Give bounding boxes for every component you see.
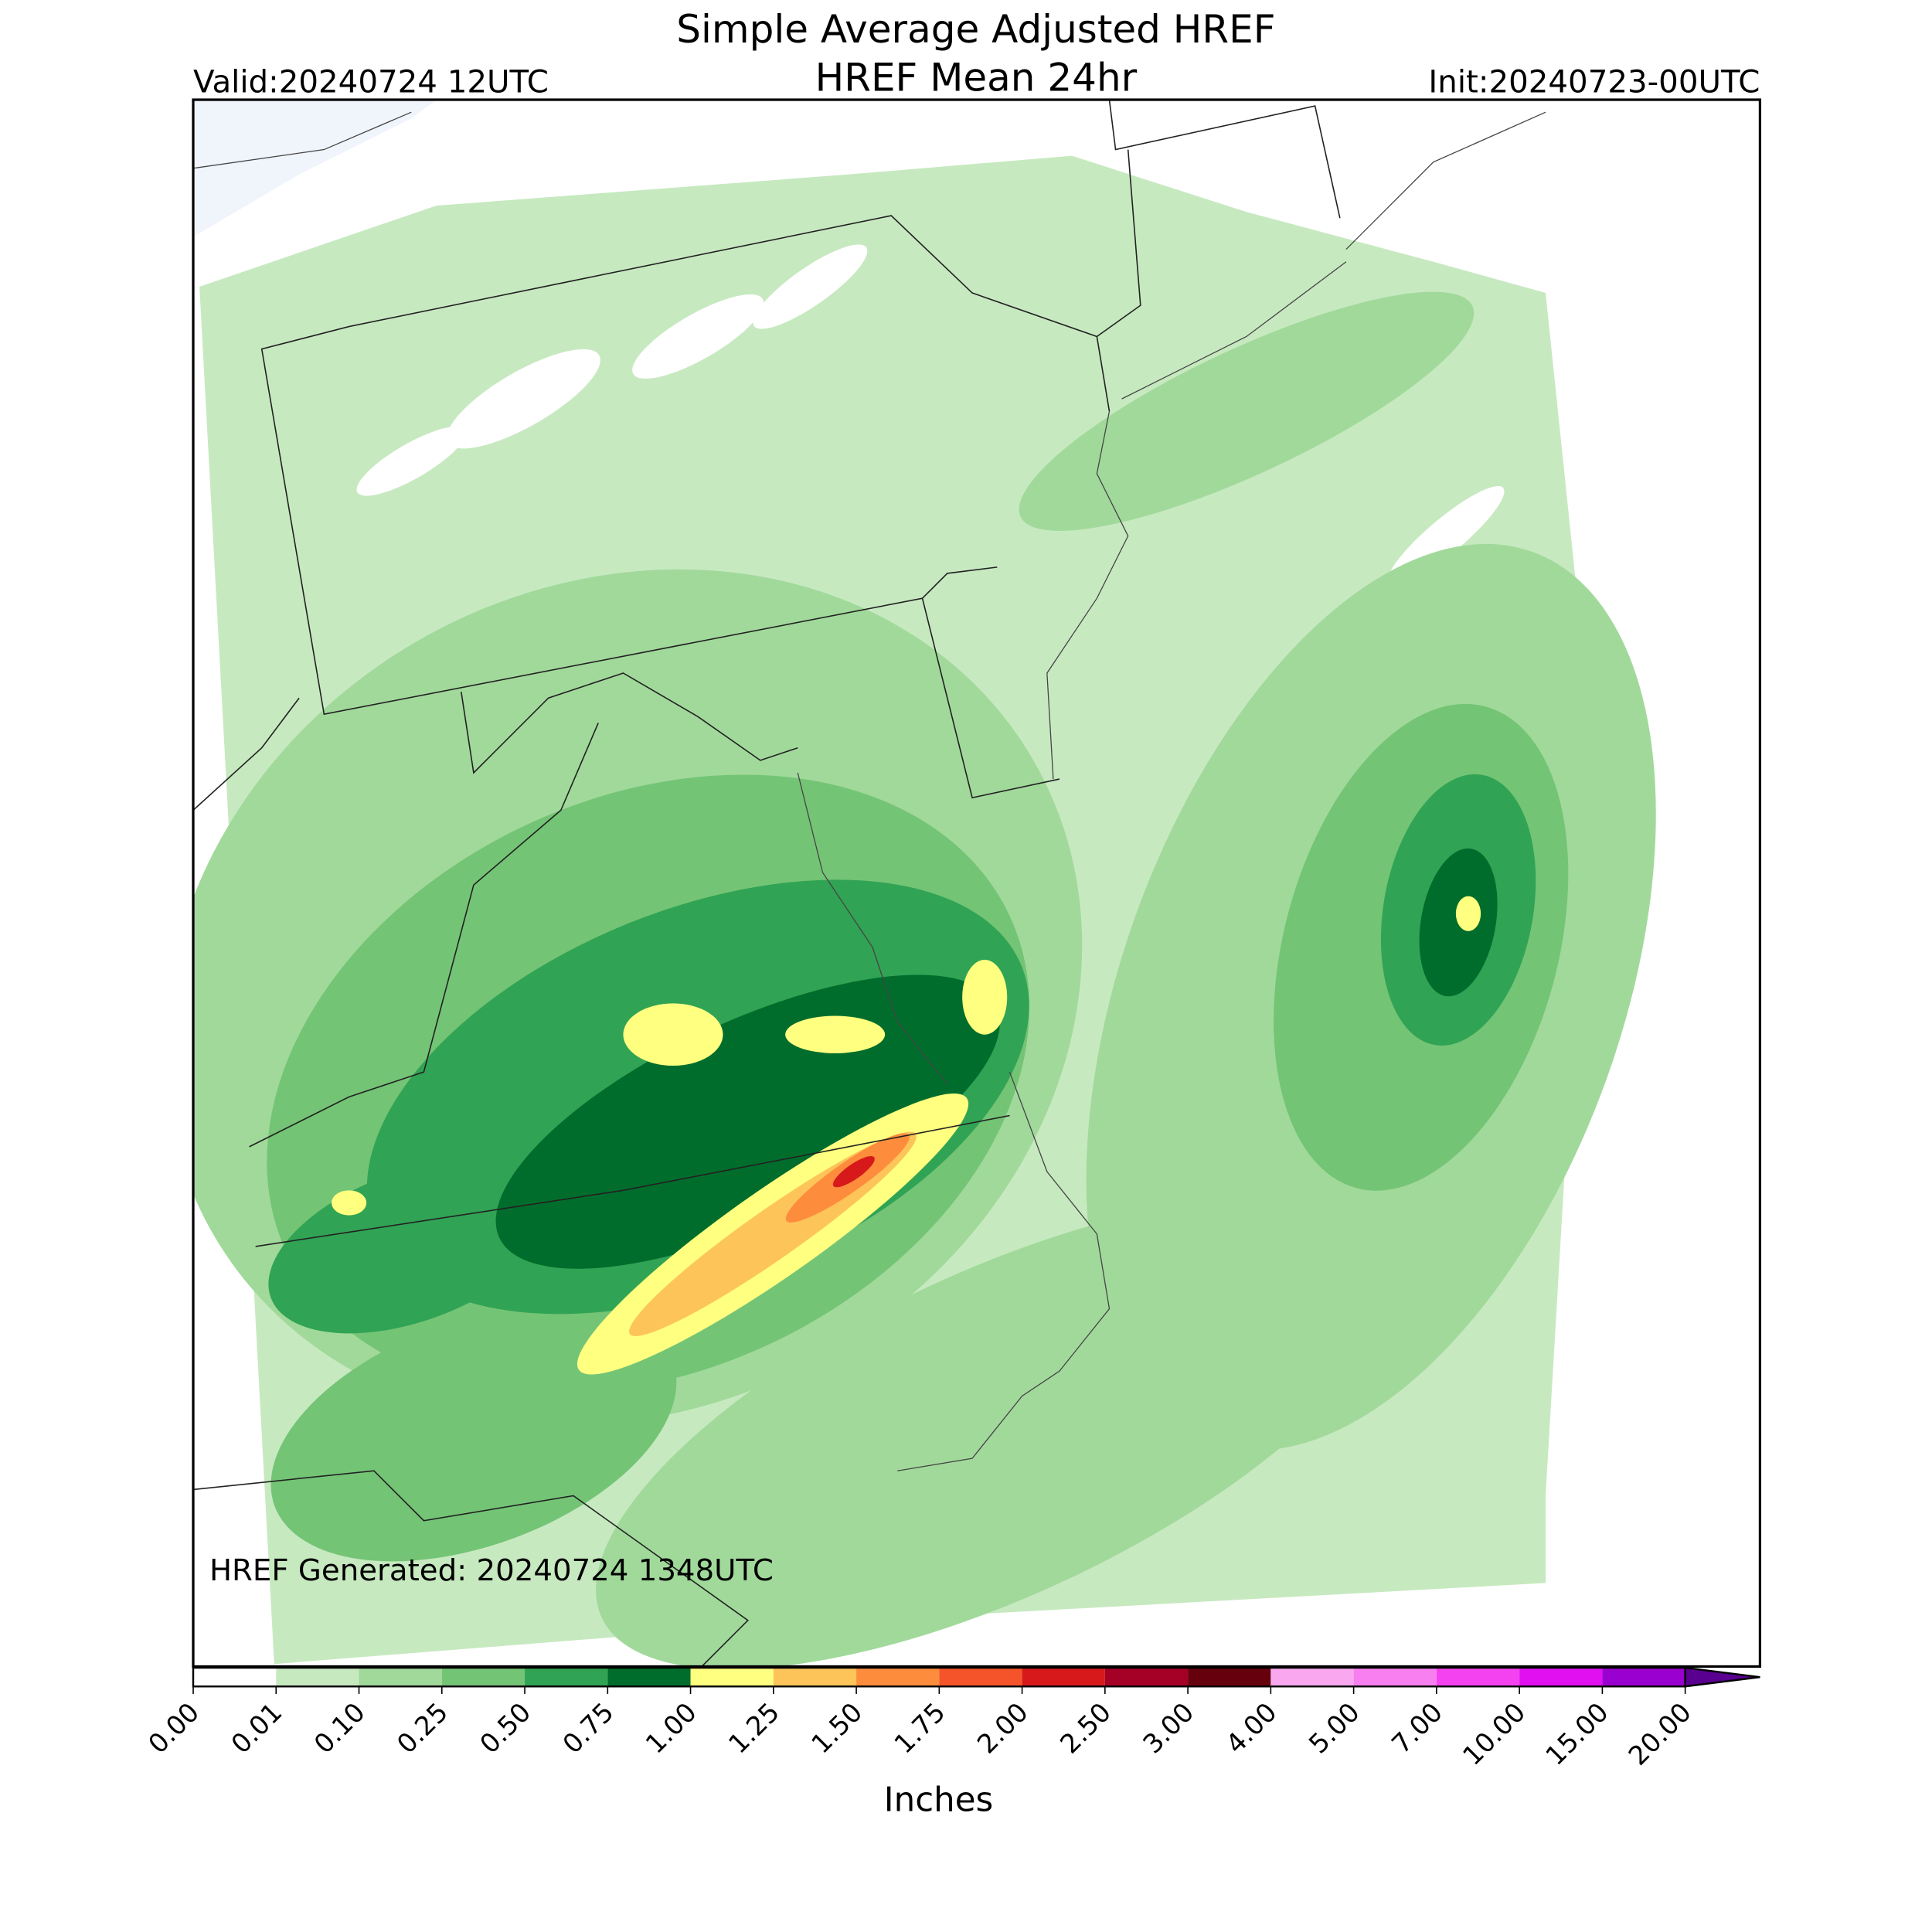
- boundaries: [192, 100, 1546, 1667]
- colorbar-segment: [607, 1668, 691, 1687]
- colorbar: 0.00 0.01 0.10 0.25 0.50 0.75 1.00 1.25 1.50 1.75…: [142, 1666, 1760, 1771]
- title-line: HREF Mean 24hr: [815, 56, 1138, 100]
- colorbar-segment: [276, 1668, 359, 1687]
- colorbar-tick-label: 2.50: [1054, 1697, 1117, 1760]
- colorbar-tick-label: 0.10: [308, 1697, 371, 1760]
- colorbar-segment: [1104, 1668, 1189, 1687]
- colorbar-tick-label: 10.00: [1457, 1697, 1531, 1771]
- colorbar-extend: [1684, 1666, 1760, 1688]
- colorbar-tick-label: 0.75: [557, 1697, 620, 1760]
- colorbar-tick-label: 1.75: [889, 1697, 951, 1760]
- colorbar-segment: [1270, 1668, 1354, 1687]
- colorbar-segment: [525, 1668, 608, 1687]
- colorbar-segment: [939, 1668, 1022, 1687]
- colorbar-segment: [690, 1668, 774, 1687]
- colorbar-segment: [856, 1668, 940, 1687]
- colorbar-tick-label: 1.25: [723, 1697, 785, 1760]
- colorbar-segment: [773, 1668, 857, 1687]
- colorbar-tick-label: 7.00: [1386, 1697, 1448, 1760]
- init-time: Init:20240723-00UTC: [1428, 63, 1760, 100]
- colorbar-segment: [1188, 1668, 1271, 1687]
- valid-time: Valid:20240724 12UTC: [193, 63, 549, 100]
- colorbar-segment: [1436, 1668, 1520, 1687]
- colorbar-tick-label: 15.00: [1540, 1697, 1614, 1771]
- title-line: Simple Average Adjusted HREF: [676, 7, 1275, 52]
- colorbar-tick-label: 0.25: [391, 1697, 454, 1760]
- colorbar-tick-label: 2.00: [971, 1697, 1034, 1760]
- colorbar-tick-label: 20.00: [1623, 1697, 1697, 1771]
- colorbar-segment: [441, 1668, 526, 1687]
- lake: [192, 100, 437, 237]
- colorbar-tick-label: 1.00: [640, 1697, 702, 1760]
- colorbar-tick-label: 0.50: [474, 1697, 536, 1760]
- map-frame: [192, 98, 1762, 1668]
- map: HREF Generated: 20240724 1348UTC: [192, 98, 1762, 1668]
- colorbar-segment: [1022, 1668, 1105, 1687]
- colorbar-tick-label: 5.00: [1303, 1697, 1366, 1760]
- precip-core: [832, 1155, 875, 1188]
- colorbar-tick-label: 1.50: [806, 1697, 869, 1760]
- colorbar-tick-label: 0.00: [142, 1697, 205, 1760]
- colorbar-segment: [1602, 1668, 1685, 1687]
- colorbar-tick-label: 3.00: [1138, 1697, 1200, 1760]
- colorbar-segment: [359, 1668, 442, 1687]
- colorbar-tick-label: 0.01: [226, 1697, 288, 1760]
- colorbar-segment: [193, 1668, 277, 1687]
- colorbar-segment: [1519, 1668, 1603, 1687]
- colorbar-label: Inches: [884, 1781, 993, 1820]
- colorbar-tick-label: 4.00: [1220, 1697, 1283, 1760]
- generated-note: HREF Generated: 20240724 1348UTC: [209, 1553, 774, 1588]
- colorbar-segment: [1353, 1668, 1437, 1687]
